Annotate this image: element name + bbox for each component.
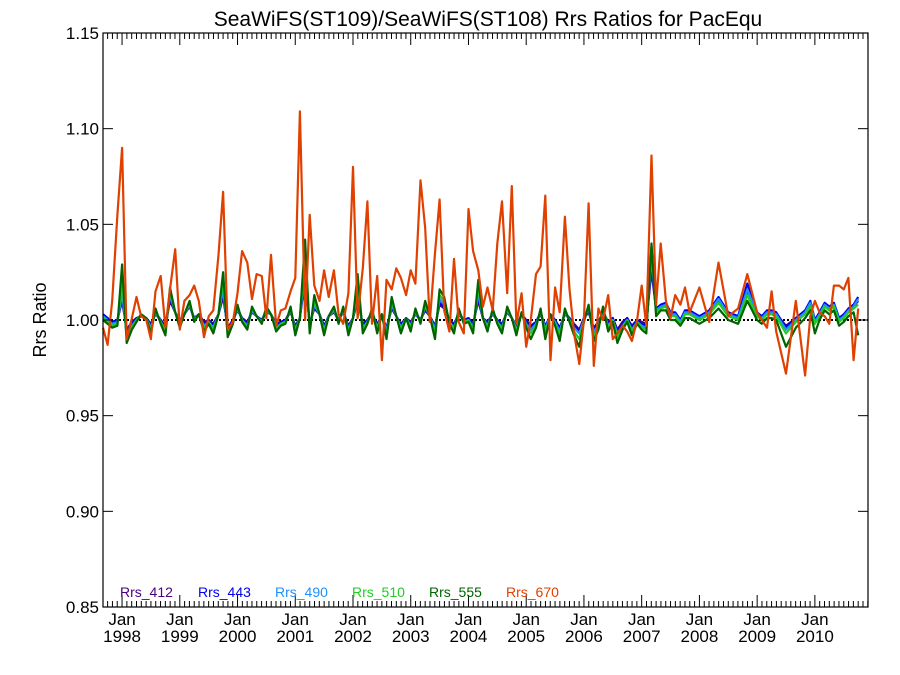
y-tick-label: 0.90 (66, 502, 99, 521)
series-layer (101, 110, 860, 377)
x-tick-year-label: 2000 (219, 627, 257, 646)
legend-item-rrs-670: Rrs_670 (506, 584, 559, 600)
x-tick-month-label: Jan (570, 610, 597, 629)
x-tick-month-label: Jan (628, 610, 655, 629)
x-tick-year-label: 2008 (680, 627, 718, 646)
x-tick-month-label: Jan (455, 610, 482, 629)
legend-item-rrs-555: Rrs_555 (429, 584, 482, 600)
x-tick-year-label: 2001 (276, 627, 314, 646)
x-tick-month-label: Jan (743, 610, 770, 629)
y-tick-label: 1.10 (66, 120, 99, 139)
x-tick-year-label: 2004 (450, 627, 488, 646)
legend: Rrs_412 Rrs_443 Rrs_490 Rrs_510 Rrs_555 Rrs_6… (120, 584, 559, 600)
legend-item-rrs-412: Rrs_412 (120, 584, 173, 600)
x-tick-year-label: 2005 (507, 627, 545, 646)
x-tick-year-label: 2009 (738, 627, 776, 646)
x-tick-year-label: 2002 (334, 627, 372, 646)
x-tick-year-label: 1998 (103, 627, 141, 646)
y-axis-label: Rrs Ratio (30, 282, 50, 357)
axes-layer: 0.850.900.951.001.051.101.15Jan1998Jan19… (66, 24, 869, 646)
x-tick-month-label: Jan (224, 610, 251, 629)
x-tick-month-label: Jan (282, 610, 309, 629)
x-tick-year-label: 2003 (392, 627, 430, 646)
y-tick-label: 1.00 (66, 311, 99, 330)
x-tick-month-label: Jan (512, 610, 539, 629)
y-tick-label: 0.95 (66, 407, 99, 426)
x-tick-month-label: Jan (339, 610, 366, 629)
y-tick-label: 1.05 (66, 215, 99, 234)
x-tick-month-label: Jan (166, 610, 193, 629)
x-tick-month-label: Jan (108, 610, 135, 629)
series-line-rrs-670 (101, 110, 860, 377)
legend-item-rrs-490: Rrs_490 (275, 584, 328, 600)
x-tick-month-label: Jan (686, 610, 713, 629)
series-line-rrs-555 (102, 238, 860, 348)
legend-item-rrs-443: Rrs_443 (198, 584, 251, 600)
x-tick-year-label: 2010 (796, 627, 834, 646)
x-tick-year-label: 2007 (623, 627, 661, 646)
chart-title: SeaWiFS(ST109)/SeaWiFS(ST108) Rrs Ratios… (214, 8, 763, 31)
x-tick-month-label: Jan (397, 610, 424, 629)
y-tick-label: 0.85 (66, 598, 99, 617)
y-tick-label: 1.15 (66, 24, 99, 43)
x-tick-year-label: 2006 (565, 627, 603, 646)
legend-item-rrs-510: Rrs_510 (352, 584, 405, 600)
x-tick-year-label: 1999 (161, 627, 199, 646)
x-tick-month-label: Jan (801, 610, 828, 629)
